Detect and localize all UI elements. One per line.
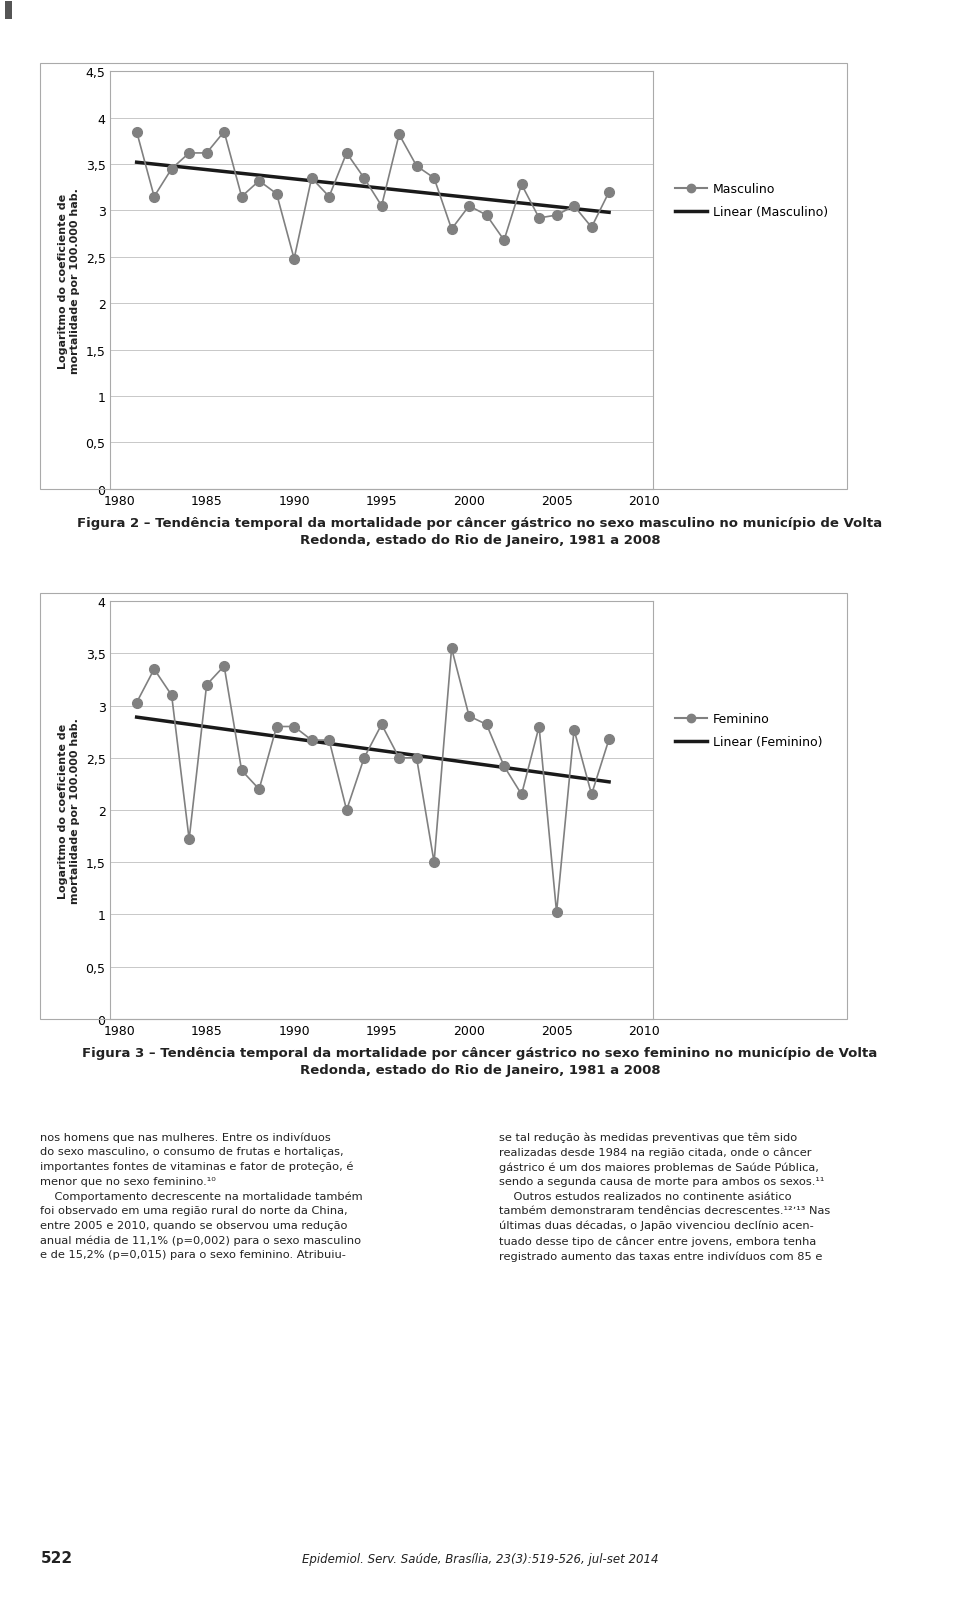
Y-axis label: Logaritmo do coeficiente de
mortalidade por 100.000 hab.: Logaritmo do coeficiente de mortalidade …	[59, 717, 80, 904]
Text: nos homens que nas mulheres. Entre os indivíduos
do sexo masculino, o consumo de: nos homens que nas mulheres. Entre os in…	[40, 1132, 363, 1260]
Text: Epidemiol. Serv. Saúde, Brasília, 23(3):519-526, jul-set 2014: Epidemiol. Serv. Saúde, Brasília, 23(3):…	[301, 1552, 659, 1565]
Legend: Feminino, Linear (Feminino): Feminino, Linear (Feminino)	[675, 713, 823, 748]
Text: Figura 3 – Tendência temporal da mortalidade por câncer gástrico no sexo feminin: Figura 3 – Tendência temporal da mortali…	[83, 1046, 877, 1077]
Text: se tal redução às medidas preventivas que têm sido
realizadas desde 1984 na regi: se tal redução às medidas preventivas qu…	[499, 1132, 830, 1262]
Text: 522: 522	[40, 1550, 72, 1565]
Y-axis label: Logaritmo do coeficiente de
mortalidade por 100.000 hab.: Logaritmo do coeficiente de mortalidade …	[59, 188, 80, 374]
Bar	[5, 2, 12, 19]
Text: Figura 2 – Tendência temporal da mortalidade por câncer gástrico no sexo masculi: Figura 2 – Tendência temporal da mortali…	[78, 517, 882, 547]
Legend: Masculino, Linear (Masculino): Masculino, Linear (Masculino)	[675, 183, 828, 218]
Text: Mortalidade por câncer de estômago em Volta Redonda-RJ: Mortalidade por câncer de estômago em Vo…	[24, 5, 390, 18]
